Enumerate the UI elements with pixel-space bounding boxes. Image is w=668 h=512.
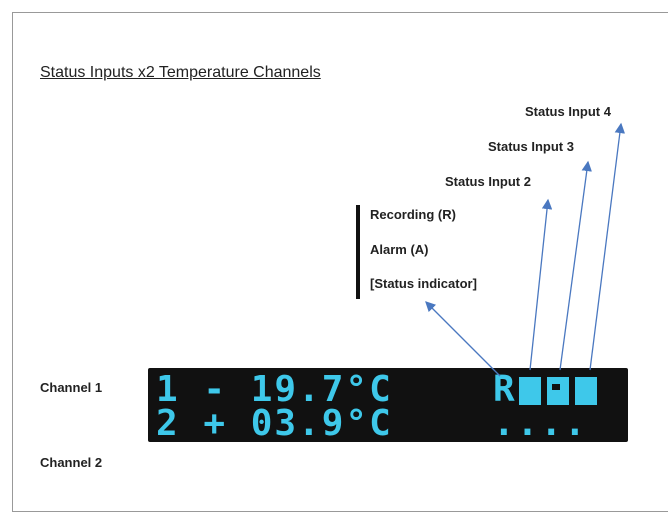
bracket-bar [356,205,360,299]
status-blocks [519,377,597,405]
arrows [426,124,621,376]
overlay [0,0,668,497]
page: Status Inputs x2 Temperature Channels St… [0,0,668,497]
